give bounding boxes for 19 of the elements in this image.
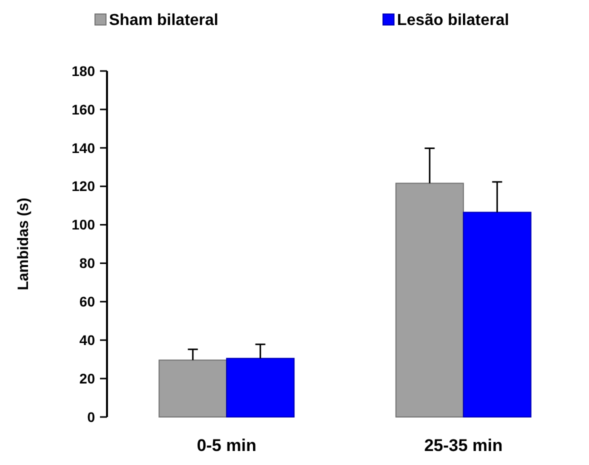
bar bbox=[462, 212, 532, 418]
bar bbox=[226, 358, 295, 418]
y-tick-label: 0 bbox=[87, 408, 96, 425]
y-tick-label: 160 bbox=[72, 101, 96, 118]
bar bbox=[158, 360, 228, 418]
x-tick-label: 0-5 min bbox=[196, 436, 256, 455]
x-tick-label: 25-35 min bbox=[424, 436, 503, 455]
legend-label: Lesão bilateral bbox=[397, 12, 510, 29]
y-tick-label: 140 bbox=[72, 140, 96, 156]
y-tick-label: 60 bbox=[79, 294, 96, 310]
y-tick-label: 20 bbox=[79, 370, 96, 386]
legend-label: Sham bilateral bbox=[109, 12, 218, 29]
y-axis-title: Lambidas (s) bbox=[15, 198, 32, 290]
y-tick-label: 80 bbox=[79, 255, 96, 272]
y-tick-label: 120 bbox=[72, 178, 96, 194]
bar bbox=[395, 182, 464, 418]
y-tick-label: 100 bbox=[72, 216, 96, 233]
y-tick-label: 40 bbox=[79, 332, 96, 348]
y-tick-label: 180 bbox=[72, 62, 96, 79]
